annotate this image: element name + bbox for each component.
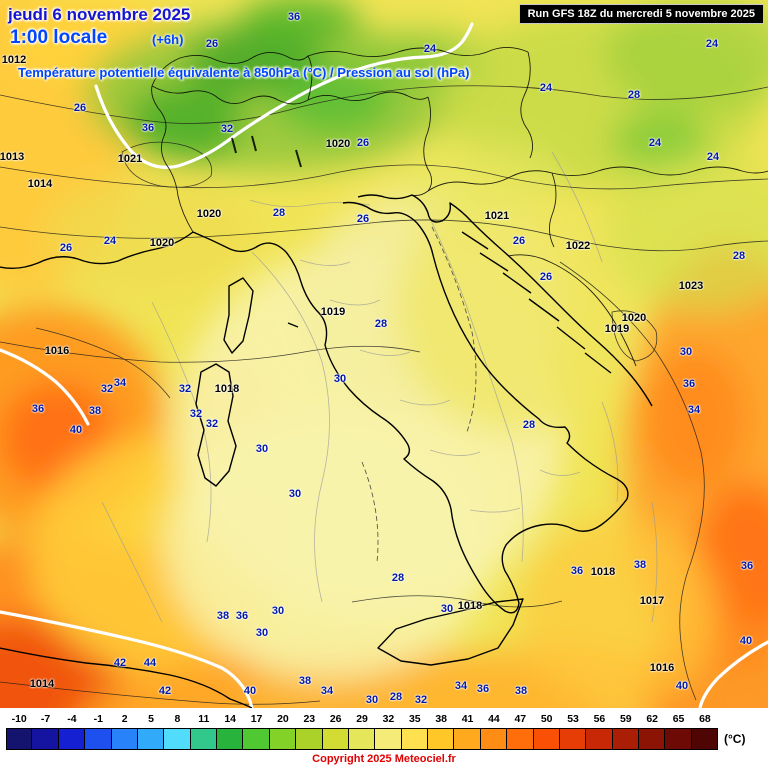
colorbar-tick: 50: [540, 713, 553, 725]
colorbar-tick: 56: [593, 713, 606, 725]
colorbar-segment: 41: [454, 710, 481, 750]
colorbar-tick: -4: [67, 713, 77, 725]
colorbar-tick: 38: [435, 713, 448, 725]
colorbar-segment: -10: [6, 710, 33, 750]
colorbar-segment: 11: [190, 710, 217, 750]
colorbar-segment: 65: [665, 710, 692, 750]
colorbar-tick: 62: [646, 713, 659, 725]
colorbar-segment: -4: [58, 710, 86, 750]
colorbar-tick: 53: [567, 713, 579, 725]
copyright-text: Copyright 2025 Meteociel.fr: [312, 753, 456, 765]
colorbar-segment: 56: [586, 710, 613, 750]
colorbar-segment: 17: [243, 710, 270, 750]
colorbar-segment: 26: [322, 710, 349, 750]
model-run-info: Run GFS 18Z du mercredi 5 novembre 2025: [518, 4, 764, 24]
colorbar-tick: 29: [356, 713, 368, 725]
colorbar-segment: 14: [217, 710, 244, 750]
colorbar-segment: 5: [137, 710, 165, 750]
colorbar-segment: -1: [85, 710, 112, 750]
dashed-contours: [361, 226, 477, 563]
isobar-contours: [0, 85, 768, 705]
map-svg: [0, 0, 768, 708]
colorbar-segment: 38: [428, 710, 455, 750]
colorbar-tick: 14: [224, 713, 237, 725]
colorbar-area: -10 -7 -4 -1 2 5 8 11 14 17 20 23 26 29 32 35 38 41 44 47 50…: [0, 708, 768, 768]
weather-map: 1012 1013 1014 1021 1020 1020 1021 1022 1020 1023…: [0, 0, 768, 708]
colorbar-segment: 44: [480, 710, 508, 750]
colorbar-segment: 53: [559, 710, 587, 750]
colorbar-tick: 20: [277, 713, 289, 725]
colorbar-tick: 68: [699, 713, 711, 725]
colorbar-tick: -1: [93, 713, 103, 725]
colorbar: -10 -7 -4 -1 2 5 8 11 14 17 20 23 26 29 32 35 38 41 44 47 50…: [6, 710, 719, 750]
colorbar-tick: 5: [148, 713, 154, 725]
colorbar-tick: -10: [11, 713, 27, 725]
colorbar-segment: 35: [401, 710, 428, 750]
colorbar-tick: 41: [461, 713, 474, 725]
temperature-field: [0, 0, 768, 708]
colorbar-segment: 8: [164, 710, 191, 750]
colorbar-tick: 17: [250, 713, 263, 725]
colorbar-segment: 50: [533, 710, 560, 750]
colorbar-segment: 68: [691, 710, 719, 750]
colorbar-segment: 23: [296, 710, 323, 750]
date-label: jeudi 6 novembre 2025: [8, 5, 191, 24]
colorbar-tick: -7: [40, 713, 51, 725]
colorbar-tick: 2: [121, 713, 128, 725]
forecast-offset-label: (+6h): [152, 32, 184, 47]
colorbar-segment: 29: [348, 710, 376, 750]
colorbar-segment: 47: [507, 710, 534, 750]
colorbar-tick: 8: [174, 713, 181, 725]
colorbar-tick: 11: [198, 713, 210, 725]
colorbar-tick: 59: [619, 713, 632, 725]
colorbar-tick: 32: [382, 713, 395, 725]
colorbar-segment: -7: [32, 710, 59, 750]
colorbar-tick: 26: [329, 713, 342, 725]
colorbar-tick: 35: [408, 713, 421, 725]
colorbar-segment: 59: [612, 710, 639, 750]
colorbar-tick: 47: [514, 713, 527, 725]
local-time-label: 1:00 locale: [10, 27, 108, 48]
colorbar-segment: 62: [639, 710, 666, 750]
colorbar-segment: 20: [269, 710, 297, 750]
colorbar-segment: 32: [375, 710, 402, 750]
country-borders: [151, 47, 768, 367]
colorbar-tick: 65: [672, 713, 685, 725]
colorbar-segment: 2: [111, 710, 138, 750]
map-title: Température potentielle équivalente à 85…: [18, 65, 470, 80]
white-contours: [0, 22, 768, 708]
colorbar-unit-label: (°C): [724, 732, 746, 746]
colorbar-tick: 44: [488, 713, 500, 725]
secondary-contours: [101, 151, 658, 623]
colorbar-tick: 23: [303, 713, 316, 725]
